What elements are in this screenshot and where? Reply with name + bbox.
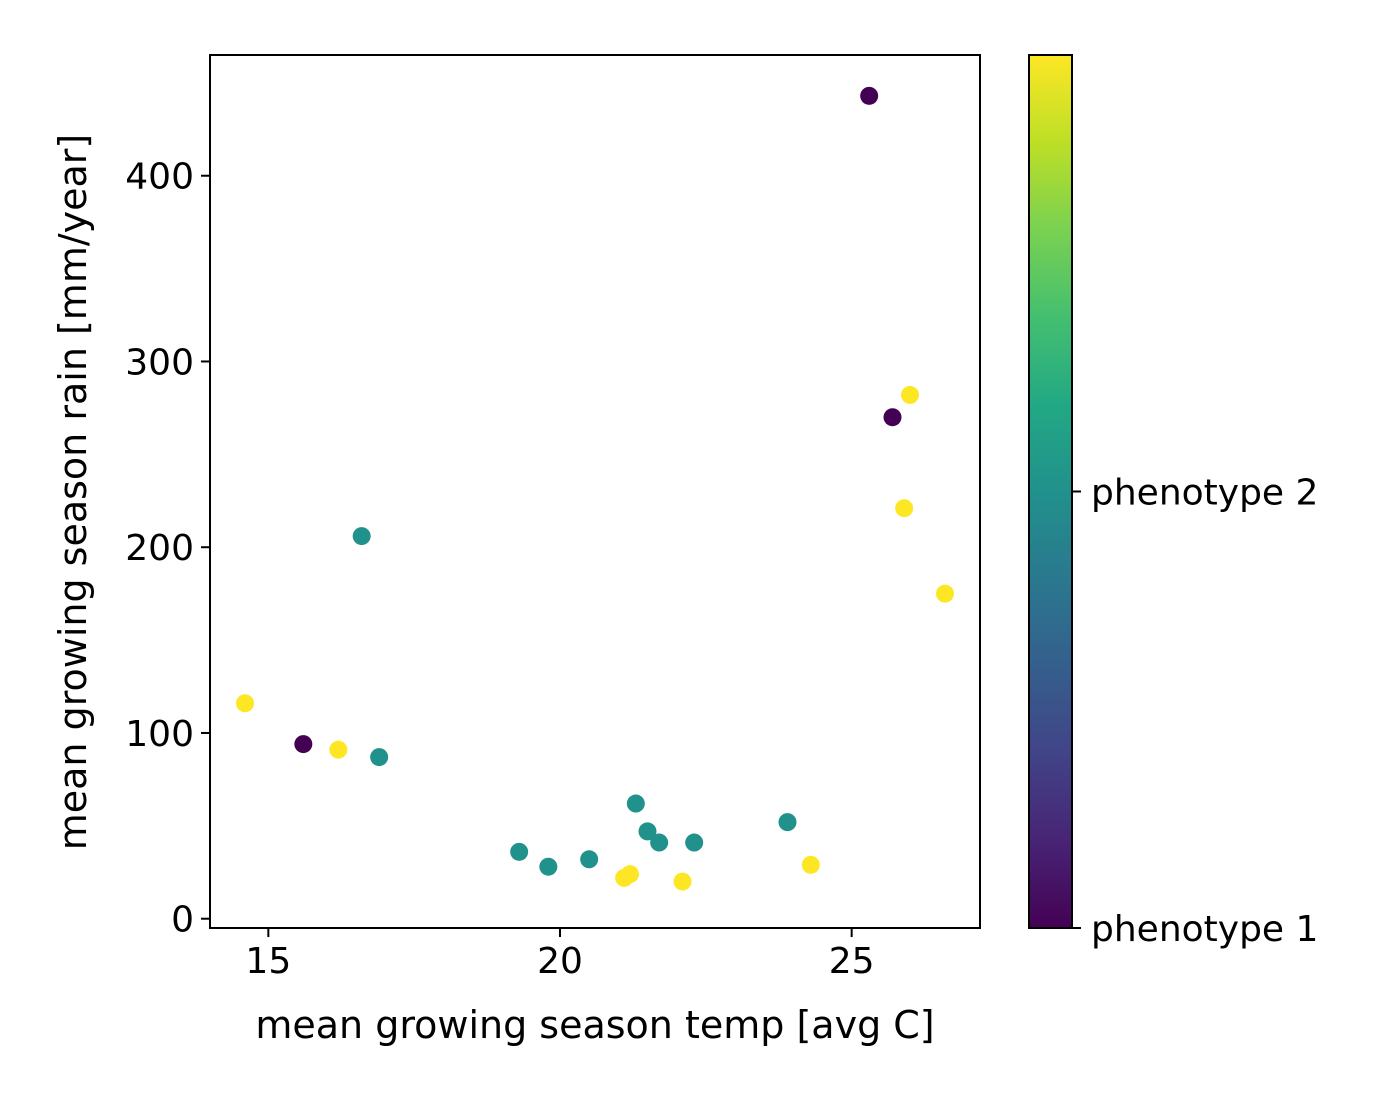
data-point [778,813,797,832]
data-point [510,842,529,861]
y-tick-label: 100 [125,714,194,755]
data-point [685,833,704,852]
data-point [294,735,313,754]
y-tick-label: 400 [125,157,194,198]
data-point [621,865,639,884]
x-axis-ticks: 15 20 25 [245,928,875,982]
colorbar-gradient [1028,54,1073,929]
data-point [329,740,348,759]
data-point [801,855,820,874]
scatter-points [236,86,954,891]
x-tick-label: 20 [537,941,583,982]
data-point [236,694,254,713]
x-tick-label: 25 [829,941,875,982]
data-point [673,872,692,891]
data-point [638,822,657,841]
colorbar-tick-label: phenotype 1 [1091,909,1318,950]
y-tick-label: 0 [171,900,194,941]
data-point [883,408,902,427]
data-point [626,794,645,813]
data-point [539,857,558,876]
data-point [580,850,599,869]
x-axis-label: mean growing season temp [avg C] [255,1003,934,1047]
y-tick-label: 200 [125,528,194,569]
x-tick-label: 15 [245,941,291,982]
data-point [936,584,954,603]
data-point [650,833,669,852]
y-axis-ticks: 0 100 200 300 400 [125,157,210,941]
y-axis-label: mean growing season rain [mm/year] [51,134,95,851]
colorbar-tick-label: phenotype 2 [1091,473,1318,514]
data-point [901,385,919,404]
data-point [352,527,371,546]
colorbar-ticks: phenotype 1 phenotype 2 [1072,473,1318,950]
data-point [370,748,389,767]
data-point [895,499,914,518]
plot-area-frame [209,54,981,929]
y-tick-label: 300 [125,342,194,383]
data-point [860,86,879,105]
